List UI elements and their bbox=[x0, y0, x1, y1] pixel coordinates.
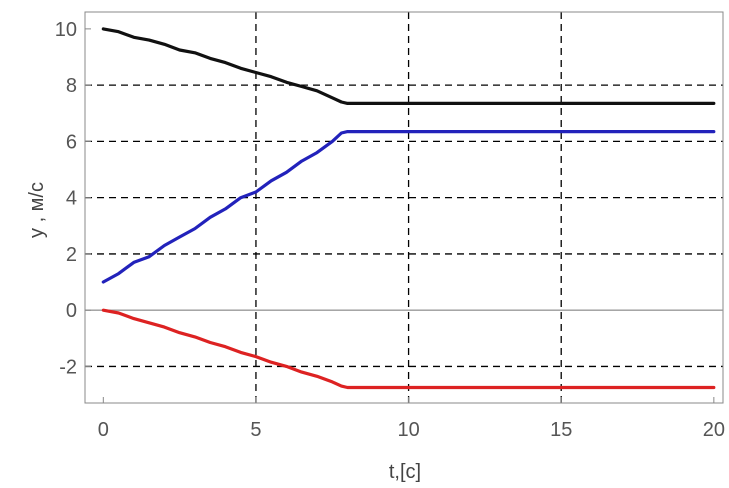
x-tick-label: 10 bbox=[397, 419, 419, 441]
y-tick-label: 10 bbox=[55, 19, 77, 41]
x-axis-label: t,[c] bbox=[389, 461, 421, 483]
series-line-2 bbox=[101, 130, 716, 284]
y-axis-label: y , м/с bbox=[26, 182, 48, 238]
y-tick-label: -2 bbox=[59, 356, 77, 378]
series-lines bbox=[101, 27, 716, 390]
x-tick-label: 15 bbox=[550, 419, 572, 441]
x-tick-label: 0 bbox=[98, 419, 109, 441]
plot-frame bbox=[84, 11, 724, 404]
x-tick-label: 5 bbox=[250, 419, 261, 441]
y-tick-label: 6 bbox=[66, 131, 77, 153]
x-tick-label: 20 bbox=[703, 419, 725, 441]
y-tick-label: 0 bbox=[66, 300, 77, 322]
series-line-3 bbox=[101, 308, 716, 390]
axes bbox=[84, 11, 724, 404]
y-tick-label: 2 bbox=[66, 244, 77, 266]
y-tick-label: 4 bbox=[66, 188, 77, 210]
y-tick-label: 8 bbox=[66, 75, 77, 97]
grid bbox=[85, 12, 723, 403]
series-line-1 bbox=[101, 27, 716, 105]
